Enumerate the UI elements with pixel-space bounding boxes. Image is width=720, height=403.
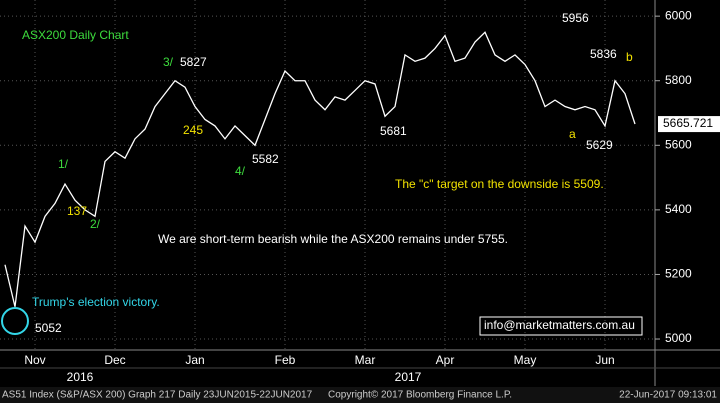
y-tick-label: 5200: [665, 267, 692, 281]
y-tick-label: 6000: [665, 8, 692, 22]
footer-text: AS51 Index (S&P/ASX 200) Graph 217 Daily…: [2, 390, 313, 401]
y-tick-label: 5800: [665, 73, 692, 87]
x-tick-label: Apr: [436, 353, 455, 367]
annotation: 5681: [380, 124, 407, 138]
last-price-box: [658, 116, 720, 133]
annotation: 137: [67, 204, 87, 218]
watermark-box: [479, 316, 643, 336]
annotation: 5052: [35, 321, 62, 335]
annotation: Trump's election victory.: [32, 295, 160, 309]
annotation: The "c" target on the downside is 5509.: [395, 177, 604, 191]
x-tick-label: Feb: [275, 353, 296, 367]
watermark: info@marketmatters.com.au: [484, 318, 635, 332]
x-tick-label: Jan: [185, 353, 204, 367]
x-tick-label: Nov: [24, 353, 45, 367]
y-tick-label: 5000: [665, 331, 692, 345]
year-label: 2016: [67, 370, 94, 384]
annotation: We are short-term bearish while the ASX2…: [158, 232, 508, 246]
footer-text: 22-Jun-2017 09:13:01: [619, 390, 717, 401]
x-tick-label: May: [514, 353, 537, 367]
annotation: 245: [183, 123, 203, 137]
last-price-label: 5665.721: [663, 116, 713, 130]
price-line: [4, 31, 636, 307]
x-tick-label: Mar: [355, 353, 376, 367]
footer-text: Copyright© 2017 Bloomberg Finance L.P.: [328, 390, 512, 401]
year-label: 2017: [395, 370, 422, 384]
annotation: a: [569, 127, 576, 141]
annotation: 1/: [58, 157, 69, 171]
chart-title: ASX200 Daily Chart: [22, 28, 129, 42]
event-circle: [1, 307, 29, 335]
x-tick-label: Jun: [595, 353, 614, 367]
annotation: 5836: [590, 47, 617, 61]
annotation: 5956: [562, 11, 589, 25]
y-tick-label: 5600: [665, 137, 692, 151]
footer-bar: [0, 387, 720, 403]
annotation: 5582: [252, 152, 279, 166]
y-tick-label: 5400: [665, 202, 692, 216]
annotation: b: [626, 50, 633, 64]
x-tick-label: Dec: [104, 353, 125, 367]
annotation: 4/: [235, 164, 246, 178]
annotation: 2/: [90, 217, 101, 231]
annotation: 5629: [586, 138, 613, 152]
annotation: 5827: [180, 55, 207, 69]
annotation: 3/: [163, 55, 174, 69]
